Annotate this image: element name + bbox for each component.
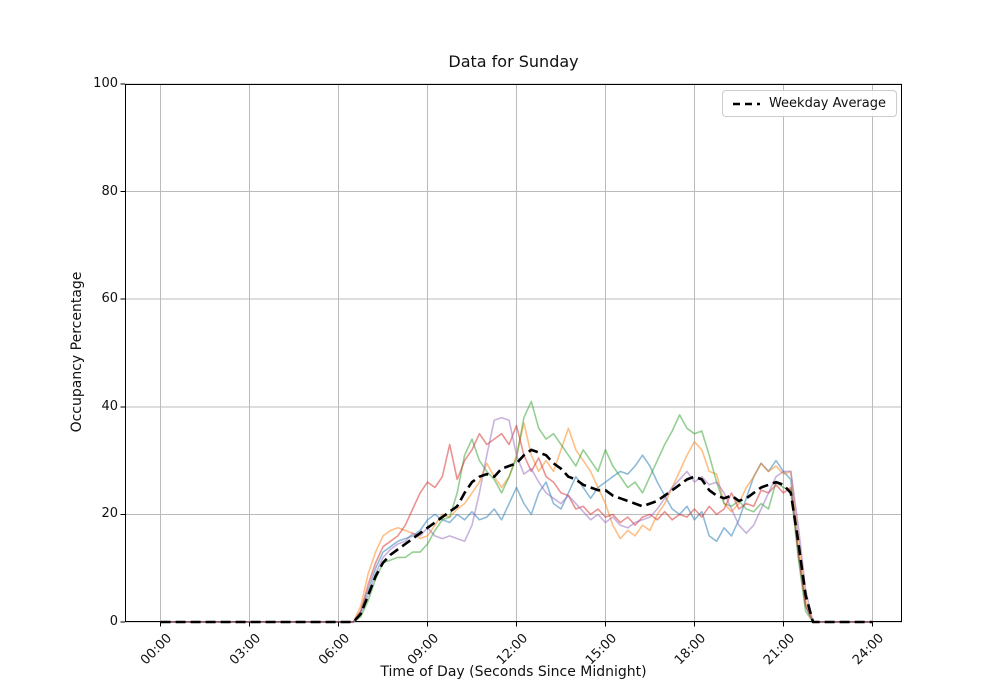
x-axis-label: Time of Day (Seconds Since Midnight) xyxy=(380,664,647,680)
y-tick-label: 20 xyxy=(101,506,118,522)
y-tick-label: 100 xyxy=(93,76,118,91)
legend-label: Weekday Average xyxy=(768,96,886,111)
y-tick-label: 40 xyxy=(101,398,118,414)
series-line-weekday-average xyxy=(160,448,873,624)
y-axis-label: Occupancy Percentage xyxy=(69,271,85,433)
y-tick-label: 60 xyxy=(101,291,118,307)
y-tick-label: 0 xyxy=(109,614,118,629)
chart-title: Data for Sunday xyxy=(448,52,579,71)
series-line-sunday-purple xyxy=(160,416,873,623)
legend-dashed-line-icon xyxy=(732,102,760,105)
plot-border xyxy=(125,84,902,622)
legend: Weekday Average xyxy=(721,90,897,117)
y-tick-label: 80 xyxy=(101,183,118,199)
